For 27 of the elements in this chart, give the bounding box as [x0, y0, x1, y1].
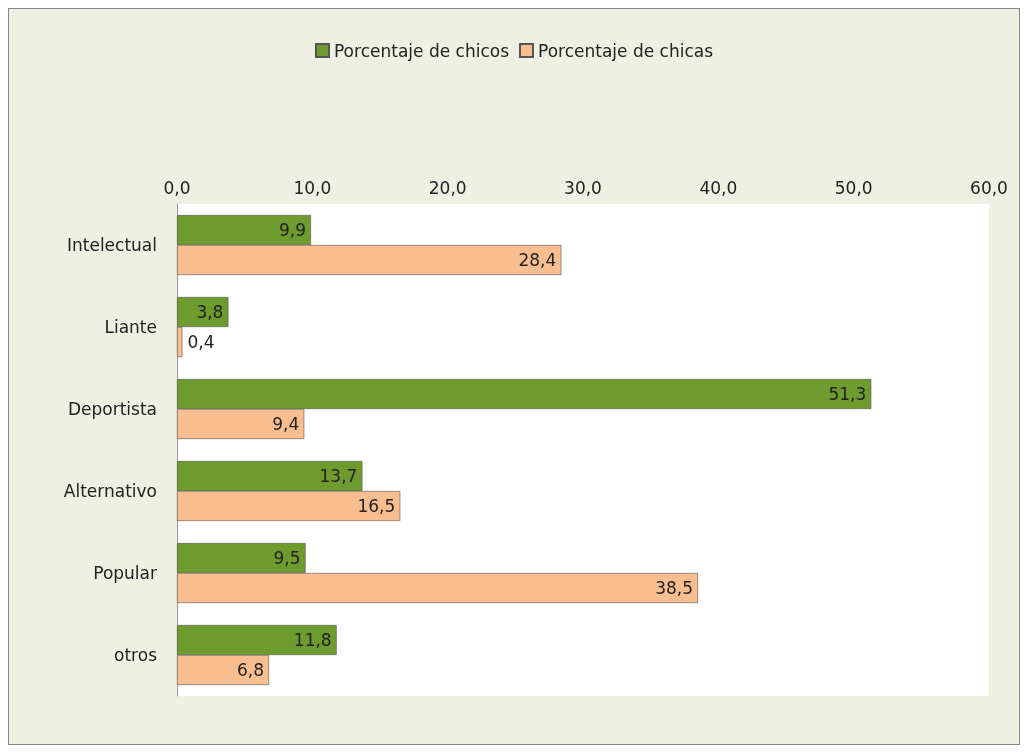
- legend-label: Porcentaje de chicos: [333, 40, 510, 61]
- x-tick-label: 30,0: [564, 177, 602, 198]
- x-tick-label: 10,0: [293, 177, 332, 198]
- data-label: 11,8: [293, 630, 332, 650]
- data-label: 38,5: [655, 578, 694, 598]
- x-tick-label: 40,0: [699, 177, 738, 198]
- data-label: 0,4: [187, 332, 215, 352]
- data-label: 3,8: [196, 302, 224, 322]
- x-tick-label: 20,0: [428, 177, 467, 198]
- data-label: 16,5: [357, 496, 396, 516]
- y-tick-label: Popular: [93, 563, 157, 583]
- y-tick-label: otros: [114, 645, 158, 665]
- y-tick-label: Alternativo: [63, 481, 157, 501]
- x-tick-label: 60,0: [970, 177, 1008, 198]
- data-label: 28,4: [518, 250, 557, 270]
- legend-label: Porcentaje de chicas: [537, 40, 714, 61]
- x-tick-label: 50,0: [834, 177, 873, 198]
- data-label: 51,3: [828, 384, 867, 404]
- data-label: 9,4: [272, 414, 300, 434]
- data-label: 9,5: [273, 548, 301, 568]
- x-tick-label: 0,0: [163, 177, 191, 198]
- data-label: 9,9: [278, 220, 306, 240]
- data-label: 6,8: [236, 660, 265, 680]
- y-tick-label: Deportista: [67, 399, 157, 419]
- data-label: 13,7: [319, 466, 358, 486]
- y-tick-label: Intelectual: [66, 235, 157, 255]
- y-tick-label: Liante: [104, 317, 157, 337]
